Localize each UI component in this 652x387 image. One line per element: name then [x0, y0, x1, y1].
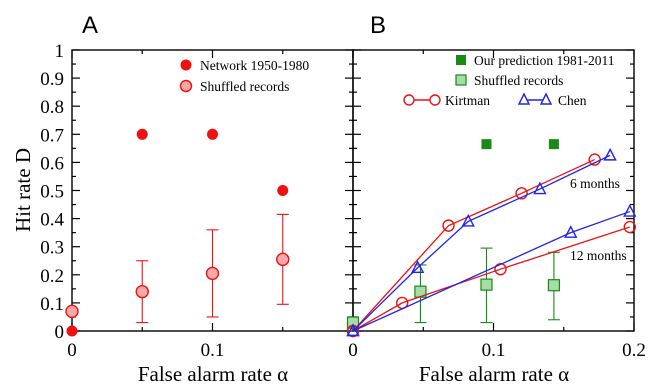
panel-b-legend: Our prediction 1981-2011 Shuffled record…: [403, 53, 614, 108]
annotation-12-months: 12 months: [570, 248, 627, 263]
data-point: [623, 220, 636, 234]
data-point: [461, 213, 475, 227]
data-point: [277, 185, 289, 196]
legend-chen-label: Chen: [558, 93, 587, 108]
y-tick-label: 0.6: [40, 153, 64, 174]
panel-b-y-ticks: [353, 49, 634, 332]
legend-shuffled-b-label: Shuffled records: [474, 73, 563, 88]
legend-network-label: Network 1950-1980: [200, 58, 309, 73]
panel-b-x-ticks: 0 0.1 0.2: [348, 50, 646, 361]
data-point: [410, 260, 425, 273]
x-tick-label: 0: [67, 340, 77, 361]
legend-network-marker: [180, 59, 192, 71]
panel-a-x-ticks: 0 0.1: [67, 50, 354, 361]
x-tick-label: 0.2: [622, 340, 646, 361]
data-point: [205, 266, 220, 281]
data-point: [480, 278, 493, 291]
y-tick-label: 0.1: [40, 294, 64, 315]
series-line-chen: [352, 210, 631, 332]
legend-chen-marker-right: [539, 92, 553, 105]
data-point: [533, 181, 547, 195]
legend-chen-marker-left: [517, 92, 531, 105]
data-point: [623, 204, 637, 217]
panel-b-series: [346, 139, 637, 338]
panel-a-legend: Network 1950-1980 Shuffled records: [179, 58, 309, 94]
data-point: [547, 279, 561, 292]
legend-shuffled-b-marker: [455, 74, 467, 86]
legend-prediction-label: Our prediction 1981-2011: [474, 53, 614, 68]
y-tick-label: 0.2: [40, 266, 64, 287]
x-tick-label: 0.1: [201, 340, 225, 361]
y-tick-label: 0.4: [40, 210, 64, 231]
data-point: [564, 225, 578, 238]
annotation-6-months: 6 months: [570, 176, 620, 191]
series-line-kirtman: [352, 158, 595, 332]
legend-shuffled-a-label: Shuffled records: [200, 79, 289, 94]
data-point: [66, 325, 78, 337]
series-line-chen: [352, 154, 611, 332]
legend-kirtman-marker-right: [429, 94, 441, 106]
panel-a-series: [65, 128, 290, 337]
panel-b: B 0 0.1 0.2 False alarm rate α 6 months 12…: [346, 12, 646, 386]
panel-b-label: B: [370, 12, 386, 39]
y-tick-label: 0.8: [40, 97, 64, 118]
data-point: [515, 187, 528, 200]
data-point: [494, 262, 507, 276]
legend-kirtman-marker-left: [403, 94, 415, 106]
y-tick-label: 0.5: [40, 182, 64, 203]
data-point: [548, 139, 559, 150]
data-point: [136, 128, 148, 140]
data-point: [442, 219, 455, 232]
legend-kirtman-label: Kirtman: [445, 93, 490, 108]
panel-b-x-axis-label: False alarm rate α: [419, 362, 569, 386]
legend-shuffled-a-marker: [179, 79, 193, 93]
data-point: [207, 128, 218, 140]
panel-a-y-ticks: 0 0.1 0.2 0.3 0.4 0.5 0.6 0.7 0.8 0.9 1: [40, 41, 353, 343]
panel-a-x-axis-label: False alarm rate α: [138, 362, 288, 386]
y-tick-label: 1: [55, 41, 65, 62]
data-point: [135, 284, 149, 299]
panel-a: A 00.10.20.30.40.50.60.70.80.91 0 0.1 Hit…: [11, 12, 354, 386]
data-point: [276, 252, 290, 267]
data-point: [481, 139, 492, 150]
data-point: [346, 323, 360, 337]
y-tick-label: 0.3: [40, 238, 64, 259]
data-point: [603, 147, 617, 161]
data-point: [346, 316, 360, 329]
y-tick-label: 0: [55, 322, 65, 343]
y-tick-label: 0.7: [40, 125, 64, 146]
y-tick-label: 0.9: [40, 69, 64, 90]
data-point: [65, 304, 79, 319]
x-tick-label: 0.1: [482, 340, 506, 361]
y-axis-label: Hit rate D: [11, 148, 35, 232]
x-tick-label: 0: [348, 340, 358, 361]
panel-a-label: A: [82, 12, 98, 39]
legend-prediction-marker: [456, 55, 466, 65]
